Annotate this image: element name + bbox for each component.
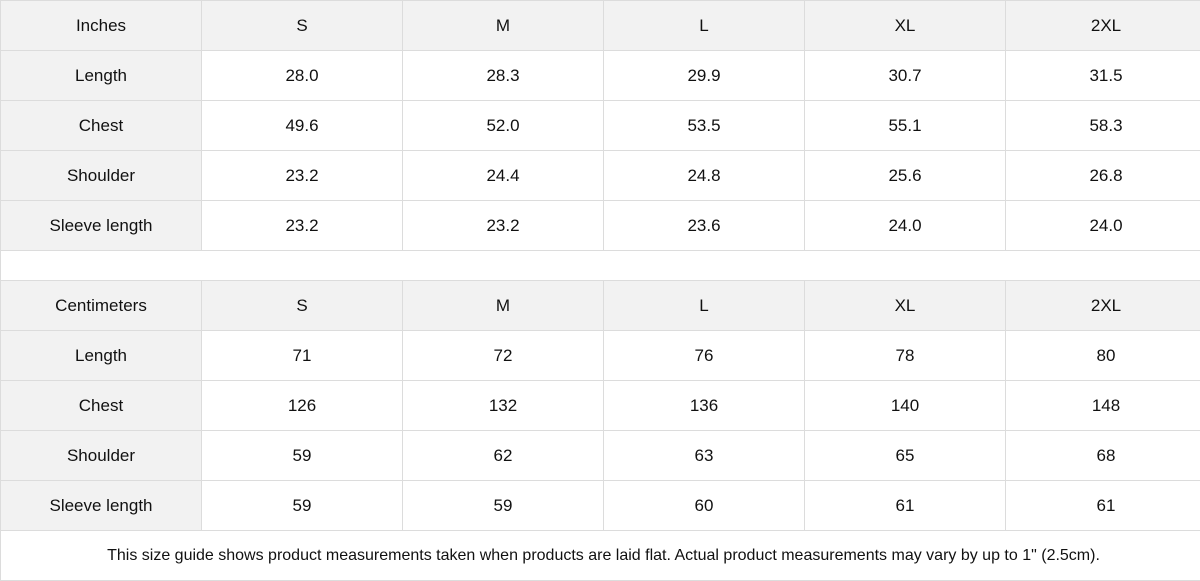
row-label: Chest: [1, 101, 202, 151]
measurement-cell: 61: [1006, 481, 1200, 531]
measurement-cell: 23.2: [202, 201, 403, 251]
measurement-cell: 65: [805, 431, 1006, 481]
measurement-cell: 24.0: [1006, 201, 1200, 251]
row-label: Shoulder: [1, 151, 202, 201]
row-label: Sleeve length: [1, 201, 202, 251]
measurement-cell: 140: [805, 381, 1006, 431]
size-header: XL: [805, 1, 1006, 51]
measurement-cell: 72: [403, 331, 604, 381]
row-label: Length: [1, 331, 202, 381]
size-header: 2XL: [1006, 281, 1200, 331]
size-header: L: [604, 281, 805, 331]
size-guide-note: This size guide shows product measuremen…: [1, 531, 1200, 581]
table-spacer: [1, 251, 1200, 281]
measurement-cell: 78: [805, 331, 1006, 381]
measurement-cell: 62: [403, 431, 604, 481]
measurement-cell: 30.7: [805, 51, 1006, 101]
spacer-cell: [1, 251, 1200, 281]
measurement-cell: 53.5: [604, 101, 805, 151]
measurement-cell: 24.8: [604, 151, 805, 201]
measurement-cell: 23.2: [403, 201, 604, 251]
measurement-cell: 23.6: [604, 201, 805, 251]
row-label: Length: [1, 51, 202, 101]
measurement-cell: 148: [1006, 381, 1200, 431]
size-header: M: [403, 281, 604, 331]
measurement-cell: 49.6: [202, 101, 403, 151]
measurement-cell: 132: [403, 381, 604, 431]
measurement-cell: 58.3: [1006, 101, 1200, 151]
measurement-cell: 59: [202, 481, 403, 531]
measurement-cell: 68: [1006, 431, 1200, 481]
size-header: M: [403, 1, 604, 51]
size-header: S: [202, 1, 403, 51]
row-label: Chest: [1, 381, 202, 431]
measurement-cell: 59: [403, 481, 604, 531]
measurement-cell: 59: [202, 431, 403, 481]
measurement-cell: 28.3: [403, 51, 604, 101]
measurement-cell: 71: [202, 331, 403, 381]
measurement-cell: 61: [805, 481, 1006, 531]
measurement-cell: 31.5: [1006, 51, 1200, 101]
note-row: This size guide shows product measuremen…: [1, 531, 1200, 581]
measurement-cell: 55.1: [805, 101, 1006, 151]
size-header: 2XL: [1006, 1, 1200, 51]
measurement-cell: 136: [604, 381, 805, 431]
measurement-cell: 28.0: [202, 51, 403, 101]
size-header: XL: [805, 281, 1006, 331]
row-label: Shoulder: [1, 431, 202, 481]
measurement-cell: 126: [202, 381, 403, 431]
measurement-cell: 76: [604, 331, 805, 381]
measurement-cell: 52.0: [403, 101, 604, 151]
unit-header: Centimeters: [1, 281, 202, 331]
measurement-cell: 26.8: [1006, 151, 1200, 201]
measurement-cell: 25.6: [805, 151, 1006, 201]
unit-header: Inches: [1, 1, 202, 51]
measurement-cell: 24.0: [805, 201, 1006, 251]
measurement-cell: 80: [1006, 331, 1200, 381]
row-label: Sleeve length: [1, 481, 202, 531]
size-header: L: [604, 1, 805, 51]
measurement-cell: 24.4: [403, 151, 604, 201]
measurement-cell: 29.9: [604, 51, 805, 101]
size-header: S: [202, 281, 403, 331]
measurement-cell: 23.2: [202, 151, 403, 201]
measurement-cell: 60: [604, 481, 805, 531]
measurement-cell: 63: [604, 431, 805, 481]
